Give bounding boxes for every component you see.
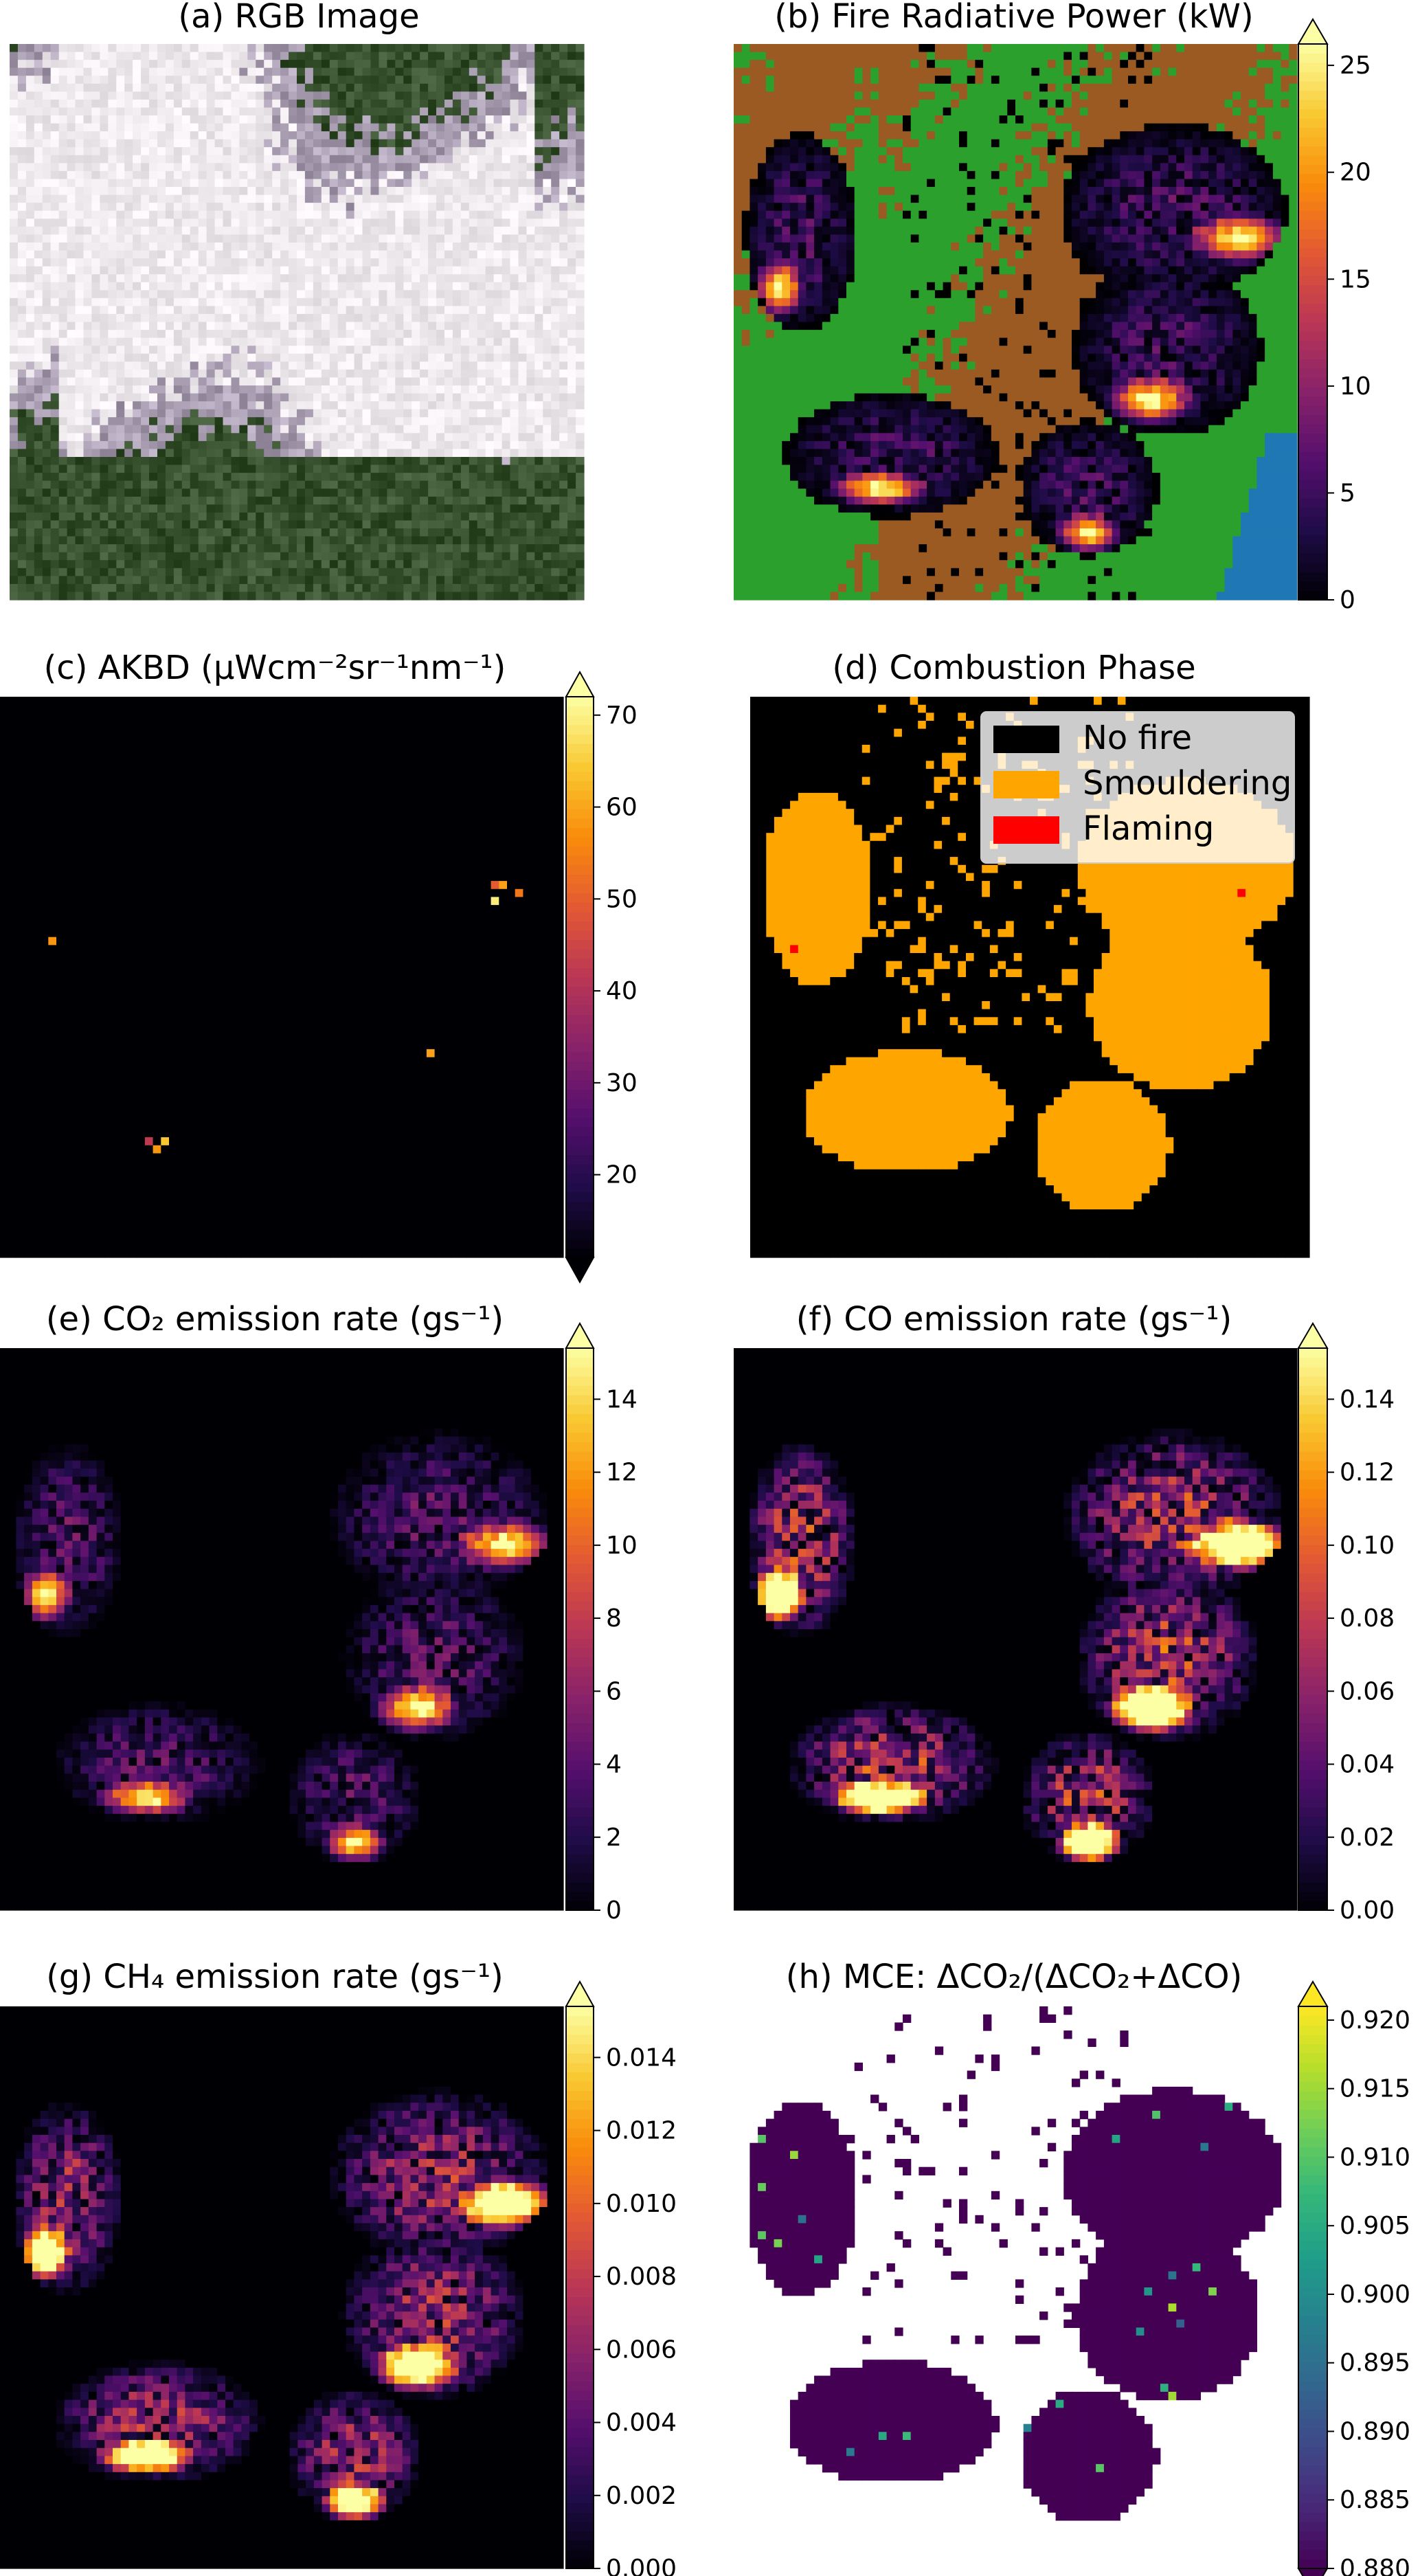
- panel-a-image: [10, 44, 585, 601]
- panel-b-image: [734, 44, 1298, 601]
- colorbar-tick-f-3: 0.06: [1340, 1677, 1395, 1705]
- colorbar-h: 0.880 0.885 0.890 0.895 0.900 0.905 0.910 0.915…: [1298, 1982, 1410, 2576]
- colorbar-tick-g-0: 0.000: [606, 2555, 677, 2576]
- colorbar-tick-h-1: 0.885: [1340, 2486, 1410, 2514]
- panel-f-image: [734, 1348, 1298, 1911]
- colorbar-tick-e-5: 10: [606, 1532, 638, 1560]
- legend-swatch-0: [993, 726, 1059, 753]
- panel-title-f: (f) CO emission rate (gs⁻¹): [796, 1300, 1232, 1339]
- colorbar-tick-b-3: 15: [1340, 265, 1371, 293]
- colorbar-tick-b-4: 20: [1340, 159, 1371, 187]
- colorbar-tick-b-1: 5: [1340, 479, 1355, 507]
- colorbar-b: 0 5 10 15 20 25: [1298, 19, 1371, 614]
- legend-swatch-1: [993, 771, 1059, 798]
- colorbar-tick-c-2: 40: [606, 977, 638, 1005]
- colorbar-tick-f-7: 0.14: [1340, 1385, 1395, 1413]
- colorbar-tick-h-7: 0.915: [1340, 2075, 1410, 2103]
- legend-label-0: No fire: [1083, 719, 1192, 757]
- colorbar-tick-h-3: 0.895: [1340, 2349, 1410, 2377]
- panel-g-image: [0, 2006, 564, 2569]
- panel-title-a: (a) RGB Image: [178, 0, 419, 36]
- colorbar-tick-b-5: 25: [1340, 52, 1371, 80]
- colorbar-tick-f-5: 0.10: [1340, 1532, 1395, 1560]
- colorbar-tick-c-0: 20: [606, 1161, 638, 1189]
- colorbar-tick-b-2: 10: [1340, 372, 1371, 401]
- colorbar-tick-h-8: 0.920: [1340, 2006, 1410, 2035]
- legend-label-2: Flaming: [1083, 809, 1214, 848]
- colorbar-tick-g-1: 0.002: [606, 2482, 677, 2510]
- colorbar-g: 0.000 0.002 0.004 0.006 0.008 0.010 0.012 0.014: [566, 1982, 677, 2576]
- colorbar-tick-f-1: 0.02: [1340, 1824, 1395, 1852]
- panel-title-d: (d) Combustion Phase: [832, 649, 1195, 687]
- colorbar-tick-e-0: 0: [606, 1896, 622, 1925]
- colorbar-tick-g-3: 0.006: [606, 2336, 677, 2364]
- panel-e-image: [0, 1348, 564, 1911]
- colorbar-tick-e-3: 6: [606, 1677, 622, 1705]
- legend-label-1: Smouldering: [1083, 764, 1292, 803]
- panel-title-e: (e) CO₂ emission rate (gs⁻¹): [46, 1300, 504, 1339]
- colorbar-tick-g-5: 0.010: [606, 2190, 677, 2218]
- panel-title-g: (g) CH₄ emission rate (gs⁻¹): [46, 1958, 504, 1996]
- legend: No fire Smouldering Flaming: [981, 712, 1294, 863]
- colorbar-tick-e-6: 12: [606, 1459, 638, 1487]
- colorbar-tick-b-0: 0: [1340, 586, 1355, 614]
- colorbar-tick-g-6: 0.012: [606, 2117, 677, 2145]
- panel-title-h: (h) MCE: ΔCO₂/(ΔCO₂+ΔCO): [786, 1958, 1243, 1996]
- colorbar-tick-g-4: 0.008: [606, 2263, 677, 2291]
- colorbar-tick-f-0: 0.00: [1340, 1896, 1395, 1925]
- colorbar-tick-e-2: 4: [606, 1751, 622, 1779]
- colorbar-tick-c-5: 70: [606, 702, 638, 730]
- colorbar-tick-f-4: 0.08: [1340, 1604, 1395, 1633]
- colorbar-tick-c-4: 60: [606, 794, 638, 822]
- colorbar-tick-h-0: 0.880: [1340, 2555, 1410, 2576]
- colorbar-tick-e-1: 2: [606, 1824, 622, 1852]
- colorbar-tick-f-2: 0.04: [1340, 1751, 1395, 1779]
- panel-title-b: (b) Fire Radiative Power (kW): [774, 0, 1253, 36]
- colorbar-tick-e-4: 8: [606, 1604, 622, 1633]
- colorbar-tick-c-3: 50: [606, 885, 638, 913]
- colorbar-tick-c-1: 30: [606, 1069, 638, 1097]
- colorbar-tick-f-6: 0.12: [1340, 1459, 1395, 1487]
- colorbar-tick-g-2: 0.004: [606, 2409, 677, 2437]
- panel-h-image: [750, 2006, 1281, 2521]
- colorbar-tick-h-4: 0.900: [1340, 2281, 1410, 2309]
- colorbar-tick-h-6: 0.910: [1340, 2143, 1410, 2171]
- panel-c-image: [0, 697, 564, 1258]
- colorbar-tick-h-5: 0.905: [1340, 2212, 1410, 2240]
- colorbar-tick-e-7: 14: [606, 1385, 638, 1413]
- panel-title-c: (c) AKBD (μWcm⁻²sr⁻¹nm⁻¹): [44, 649, 506, 687]
- colorbar-tick-g-7: 0.014: [606, 2043, 677, 2072]
- colorbar-c: 20 30 40 50 60 70: [566, 672, 638, 1282]
- colorbar-tick-h-2: 0.890: [1340, 2417, 1410, 2445]
- legend-swatch-2: [993, 816, 1059, 844]
- colorbar-f: 0.00 0.02 0.04 0.06 0.08 0.10 0.12 0.14: [1298, 1323, 1395, 1925]
- colorbar-e: 0 2 4 6 8 10 12 14: [566, 1323, 638, 1925]
